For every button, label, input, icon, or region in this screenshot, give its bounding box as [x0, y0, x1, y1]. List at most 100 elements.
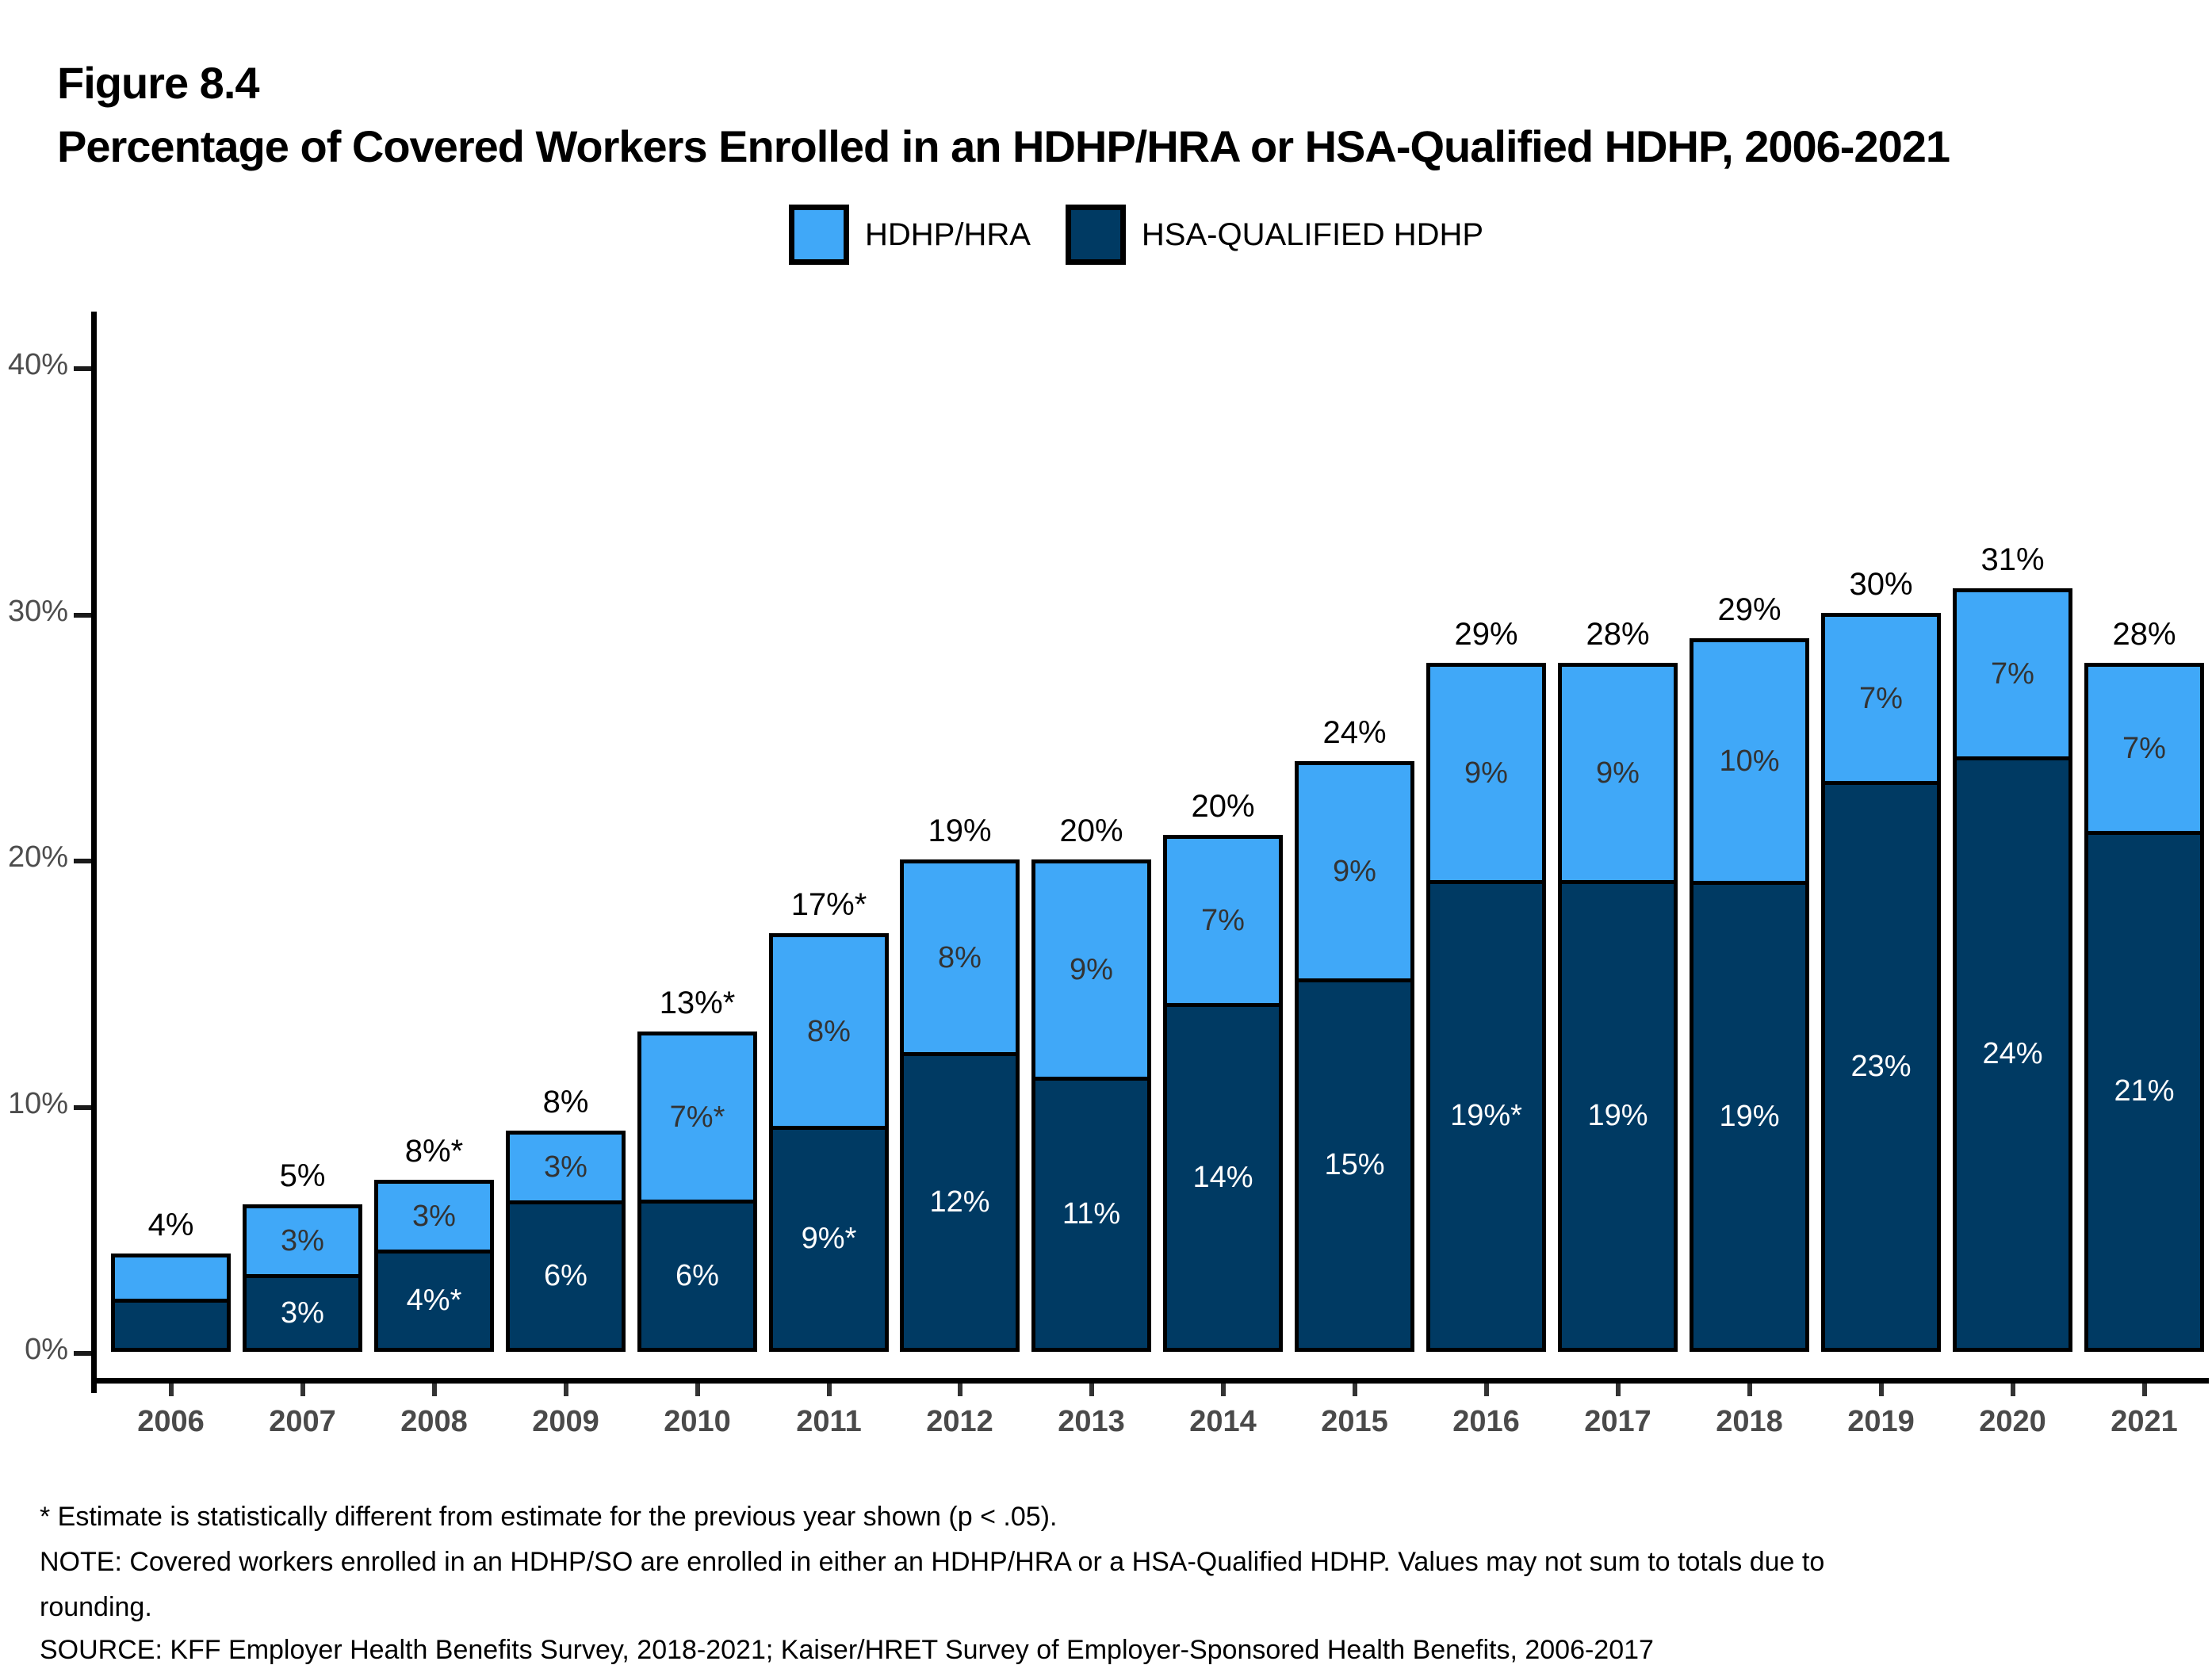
legend-label-hdhp-hra: HDHP/HRA	[865, 216, 1031, 252]
x-axis-tick-2009	[563, 1384, 568, 1396]
y-axis-line	[91, 312, 97, 1393]
total-label-2011: 17%*	[790, 887, 867, 922]
bar-segment-hdhp-hra-2007: 3%	[247, 1208, 358, 1278]
legend-swatch-hdhp-hra	[789, 205, 849, 265]
bar-segment-hdhp-hra-2010: 7%*	[641, 1035, 753, 1204]
bar-segment-hdhp-hra-2014: 7%	[1167, 839, 1279, 1007]
x-axis-label-2021: 2021	[2111, 1405, 2178, 1438]
y-axis-tick	[74, 366, 91, 371]
bar-segment-hdhp-hra-2017: 9%	[1562, 667, 1674, 884]
bar-segment-hdhp-hra-2006	[115, 1257, 227, 1303]
y-axis-tick-label: 40%	[7, 348, 68, 381]
y-axis-tick	[74, 859, 91, 863]
bar-2007: 3% 3%	[243, 1204, 362, 1352]
total-label-2021: 28%	[2112, 617, 2176, 652]
bar-segment-hsa-qualified-2020: 24%	[1957, 760, 2068, 1348]
footnote-note-line2: rounding.	[40, 1592, 152, 1622]
y-axis-tick	[74, 1351, 91, 1356]
x-axis-tick-2008	[431, 1384, 437, 1396]
x-axis-label-2008: 2008	[400, 1405, 468, 1438]
segment-label-hsa-qualified-2014: 14%	[1192, 1160, 1253, 1194]
bar-2006	[111, 1254, 231, 1352]
segment-label-hsa-qualified-2017: 19%	[1587, 1099, 1648, 1132]
segment-label-hsa-qualified-2018: 19%	[1719, 1099, 1780, 1133]
bar-2010: 7%* 6%	[637, 1032, 757, 1352]
bar-segment-hdhp-hra-2008: 3%	[378, 1184, 490, 1254]
total-label-2009: 8%	[542, 1085, 589, 1120]
segment-label-hsa-qualified-2010: 6%	[675, 1258, 719, 1292]
x-axis-tick-2006	[168, 1384, 174, 1396]
segment-label-hdhp-hra-2020: 7%	[1991, 657, 2034, 691]
bar-segment-hsa-qualified-2009: 6%	[510, 1204, 622, 1348]
x-axis-label-2019: 2019	[1847, 1405, 1915, 1438]
bar-segment-hsa-qualified-2011: 9%*	[773, 1130, 885, 1348]
segment-label-hdhp-hra-2014: 7%	[1201, 904, 1245, 937]
segment-label-hdhp-hra-2008: 3%	[412, 1200, 456, 1233]
x-axis-label-2016: 2016	[1452, 1405, 1520, 1438]
bar-2009: 3% 6%	[506, 1131, 626, 1352]
bar-segment-hsa-qualified-2016: 19%*	[1430, 884, 1542, 1348]
segment-label-hsa-qualified-2012: 12%	[929, 1185, 990, 1219]
segment-label-hsa-qualified-2021: 21%	[2114, 1074, 2175, 1108]
bar-2019: 7% 23%	[1821, 613, 1941, 1352]
total-label-2014: 20%	[1191, 789, 1255, 824]
bar-segment-hdhp-hra-2013: 9%	[1035, 863, 1147, 1081]
x-axis-tick-2019	[1878, 1384, 1884, 1396]
x-axis-tick-2015	[1352, 1384, 1357, 1396]
bar-2020: 7% 24%	[1953, 588, 2072, 1352]
total-label-2016: 29%	[1454, 617, 1518, 652]
x-axis-label-2015: 2015	[1321, 1405, 1388, 1438]
segment-label-hdhp-hra-2016: 9%	[1464, 756, 1508, 790]
x-axis-label-2009: 2009	[532, 1405, 599, 1438]
segment-label-hdhp-hra-2012: 8%	[938, 940, 982, 974]
total-label-2015: 24%	[1322, 715, 1387, 750]
x-axis-tick-2016	[1483, 1384, 1489, 1396]
segment-label-hdhp-hra-2011: 8%	[807, 1014, 851, 1048]
y-axis-tick-label: 30%	[7, 594, 68, 628]
segment-label-hsa-qualified-2013: 11%	[1062, 1197, 1121, 1231]
y-axis-tick-label: 10%	[7, 1086, 68, 1120]
y-axis-tick-label: 20%	[7, 840, 68, 874]
y-axis-tick	[74, 1104, 91, 1110]
footnote-note-line1: NOTE: Covered workers enrolled in an HDH…	[40, 1547, 1825, 1577]
bar-2013: 9% 11%	[1031, 859, 1151, 1352]
bar-segment-hsa-qualified-2021: 21%	[2088, 835, 2200, 1348]
bar-segment-hsa-qualified-2010: 6%	[641, 1204, 753, 1348]
y-axis-tick-label: 0%	[25, 1333, 68, 1366]
x-axis-tick-2011	[826, 1384, 832, 1396]
bar-segment-hdhp-hra-2015: 9%	[1299, 765, 1410, 982]
bar-segment-hdhp-hra-2018: 10%	[1693, 642, 1805, 885]
bar-2011: 8% 9%*	[769, 933, 889, 1352]
segment-label-hsa-qualified-2015: 15%	[1324, 1148, 1385, 1181]
bar-2015: 9% 15%	[1295, 761, 1414, 1352]
bar-segment-hsa-qualified-2018: 19%	[1693, 885, 1805, 1348]
segment-label-hsa-qualified-2008: 4%*	[406, 1284, 462, 1317]
total-label-2010: 13%*	[659, 986, 736, 1020]
total-label-2006: 4%	[147, 1208, 194, 1242]
x-axis-label-2011: 2011	[796, 1405, 862, 1438]
bar-segment-hdhp-hra-2009: 3%	[510, 1135, 622, 1204]
x-axis-label-2014: 2014	[1189, 1405, 1257, 1438]
x-axis-line	[91, 1378, 2209, 1384]
segment-label-hsa-qualified-2016: 19%*	[1450, 1099, 1522, 1132]
footnote-source: SOURCE: KFF Employer Health Benefits Sur…	[40, 1635, 1654, 1665]
total-label-2018: 29%	[1717, 592, 1781, 627]
x-axis-label-2018: 2018	[1716, 1405, 1783, 1438]
footnote-asterisk: * Estimate is statistically different fr…	[40, 1502, 1058, 1532]
bar-segment-hdhp-hra-2020: 7%	[1957, 592, 2068, 760]
bar-segment-hdhp-hra-2012: 8%	[904, 863, 1016, 1056]
x-axis-label-2007: 2007	[269, 1405, 336, 1438]
y-axis-tick	[74, 612, 91, 618]
x-axis-tick-2020	[2010, 1384, 2015, 1396]
total-label-2017: 28%	[1586, 617, 1650, 652]
total-label-2008: 8%*	[404, 1134, 464, 1169]
segment-label-hdhp-hra-2021: 7%	[2122, 732, 2166, 765]
legend-label-hsa-qualified: HSA-QUALIFIED HDHP	[1141, 216, 1484, 252]
total-label-2007: 5%	[279, 1158, 326, 1193]
segment-label-hdhp-hra-2017: 9%	[1596, 756, 1640, 790]
segment-label-hdhp-hra-2007: 3%	[281, 1224, 324, 1257]
x-axis-label-2010: 2010	[664, 1405, 731, 1438]
segment-label-hsa-qualified-2019: 23%	[1850, 1049, 1912, 1083]
x-axis-label-2017: 2017	[1584, 1405, 1651, 1438]
segment-label-hdhp-hra-2010: 7%*	[669, 1100, 725, 1134]
